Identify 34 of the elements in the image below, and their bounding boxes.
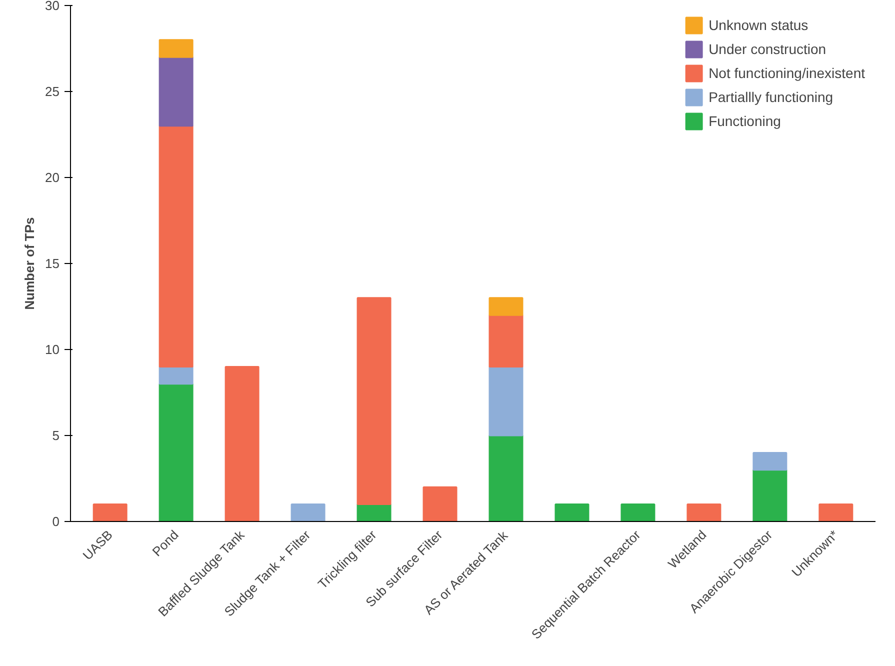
bar — [92, 504, 128, 522]
bar — [158, 39, 194, 58]
bar — [488, 434, 524, 522]
y-axis-title: Number of TPs — [22, 217, 38, 310]
bar — [422, 486, 458, 522]
bar — [356, 504, 392, 522]
bar — [686, 504, 722, 522]
bar — [224, 366, 260, 522]
y-tick-label: 15 — [45, 256, 60, 271]
bar — [488, 297, 524, 316]
y-tick-label: 30 — [45, 0, 60, 13]
bar — [356, 297, 392, 506]
y-tick-label: 10 — [45, 342, 60, 357]
legend-label: Not functioning/inexistent — [708, 65, 865, 81]
legend-label: Under construction — [708, 41, 826, 57]
y-tick-label: 0 — [52, 514, 60, 529]
bar — [158, 125, 194, 368]
bar — [554, 504, 590, 522]
legend-label: Partiallly functioning — [708, 89, 834, 105]
bar — [158, 56, 194, 127]
y-tick-label: 20 — [45, 170, 60, 185]
y-tick-label: 5 — [52, 428, 60, 443]
bar — [290, 504, 326, 522]
bar — [158, 366, 194, 385]
bar — [818, 504, 854, 522]
bar — [752, 469, 788, 522]
bar — [752, 452, 788, 471]
bar — [158, 383, 194, 522]
bar — [488, 314, 524, 368]
legend-label: Functioning — [708, 113, 781, 129]
bar — [620, 504, 656, 522]
bar — [488, 366, 524, 436]
y-tick-label: 25 — [45, 84, 60, 99]
legend-label: Unknown status — [708, 17, 808, 33]
